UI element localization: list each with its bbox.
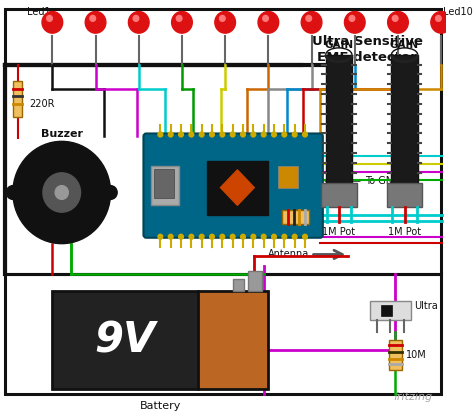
Circle shape — [261, 132, 266, 137]
Circle shape — [210, 132, 214, 137]
Text: Led1: Led1 — [27, 7, 50, 17]
Bar — [283, 210, 309, 224]
Polygon shape — [220, 170, 254, 205]
Circle shape — [189, 234, 194, 239]
Circle shape — [306, 15, 311, 21]
Circle shape — [176, 15, 182, 21]
Circle shape — [272, 234, 276, 239]
Circle shape — [179, 132, 183, 137]
Circle shape — [47, 15, 52, 21]
Circle shape — [55, 185, 68, 199]
Circle shape — [301, 12, 322, 33]
Circle shape — [210, 234, 214, 239]
Circle shape — [6, 185, 19, 199]
Circle shape — [251, 234, 255, 239]
Circle shape — [251, 132, 255, 137]
Circle shape — [158, 234, 163, 239]
Bar — [248, 271, 262, 291]
Circle shape — [345, 12, 365, 33]
Circle shape — [43, 173, 81, 212]
Text: Ultra: Ultra — [414, 301, 438, 311]
Bar — [5, 274, 441, 394]
Circle shape — [230, 132, 235, 137]
Circle shape — [388, 12, 408, 33]
Circle shape — [258, 12, 279, 33]
Bar — [370, 301, 411, 320]
Circle shape — [220, 132, 225, 137]
Bar — [387, 183, 422, 207]
Circle shape — [200, 234, 204, 239]
Circle shape — [303, 132, 307, 137]
Circle shape — [85, 12, 106, 33]
Circle shape — [282, 234, 287, 239]
Circle shape — [133, 15, 139, 21]
Circle shape — [220, 234, 225, 239]
Bar — [278, 166, 299, 188]
Text: 9V: 9V — [94, 319, 155, 361]
Circle shape — [104, 185, 117, 199]
Text: 220R: 220R — [29, 99, 55, 109]
Circle shape — [172, 12, 192, 33]
Circle shape — [230, 234, 235, 239]
Bar — [233, 279, 244, 291]
Bar — [52, 291, 198, 389]
Circle shape — [292, 132, 297, 137]
Text: fritzing: fritzing — [393, 392, 433, 402]
Circle shape — [282, 132, 287, 137]
Text: GAIN: GAIN — [324, 40, 354, 50]
Circle shape — [215, 12, 236, 33]
Circle shape — [200, 132, 204, 137]
Circle shape — [349, 15, 355, 21]
Text: 4M7: 4M7 — [286, 229, 305, 238]
Circle shape — [219, 15, 225, 21]
Bar — [198, 291, 268, 389]
Circle shape — [272, 132, 276, 137]
Bar — [154, 169, 174, 198]
Bar — [5, 9, 441, 274]
Text: GAIN: GAIN — [390, 40, 419, 50]
Text: 1M Pot: 1M Pot — [322, 227, 356, 237]
Bar — [392, 55, 418, 183]
Bar — [381, 305, 392, 316]
Circle shape — [261, 234, 266, 239]
Circle shape — [392, 15, 398, 21]
Circle shape — [179, 234, 183, 239]
Text: 10M: 10M — [406, 350, 427, 360]
Circle shape — [241, 132, 246, 137]
Text: 1M Pot: 1M Pot — [388, 227, 421, 237]
Circle shape — [436, 15, 441, 21]
Circle shape — [13, 141, 110, 244]
Circle shape — [431, 12, 452, 33]
Bar — [207, 161, 268, 215]
Bar — [321, 183, 356, 207]
Circle shape — [303, 234, 307, 239]
Circle shape — [292, 234, 297, 239]
Circle shape — [158, 132, 163, 137]
Circle shape — [168, 132, 173, 137]
Text: To GND: To GND — [365, 176, 401, 186]
Bar — [326, 55, 352, 183]
Bar — [389, 340, 402, 370]
Circle shape — [189, 132, 194, 137]
Circle shape — [128, 12, 149, 33]
Bar — [13, 81, 22, 117]
Text: Battery: Battery — [140, 401, 181, 411]
Bar — [151, 166, 179, 205]
Text: Antenna: Antenna — [268, 249, 310, 259]
Circle shape — [241, 234, 246, 239]
Circle shape — [263, 15, 268, 21]
FancyBboxPatch shape — [144, 133, 323, 238]
Text: Ultra Sensitive
EMF detector: Ultra Sensitive EMF detector — [311, 35, 422, 64]
Circle shape — [90, 15, 96, 21]
Text: Buzzer: Buzzer — [41, 128, 83, 139]
Circle shape — [168, 234, 173, 239]
Text: Led10: Led10 — [443, 7, 473, 17]
Circle shape — [42, 12, 63, 33]
